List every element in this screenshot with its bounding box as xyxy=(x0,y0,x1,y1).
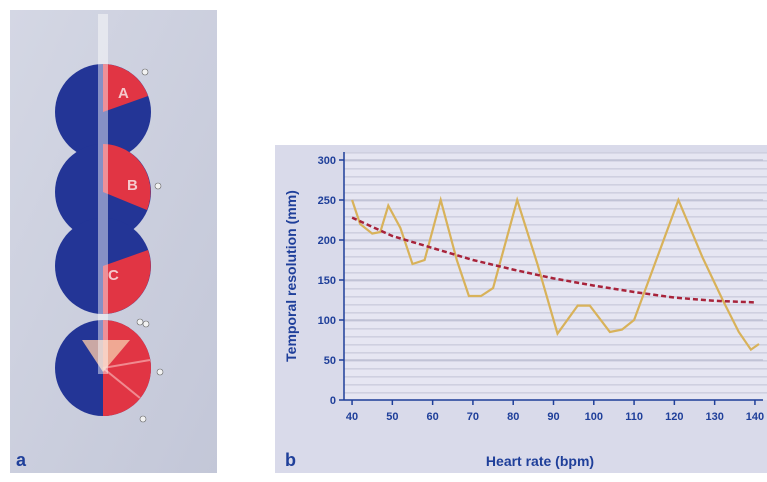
y-tick-label: 100 xyxy=(318,315,336,327)
plot-area xyxy=(344,152,767,400)
y-tick-label: 300 xyxy=(318,155,336,167)
panel-b: b Heart rate (bpm) Temporal resolution (… xyxy=(275,145,767,473)
disc-combined xyxy=(55,320,151,416)
time-axis-bar xyxy=(98,14,108,374)
x-tick-label: 70 xyxy=(467,411,479,423)
x-axis-title: Heart rate (bpm) xyxy=(486,453,594,469)
x-tick-label: 100 xyxy=(585,411,603,423)
disc-c: C xyxy=(55,218,151,314)
disc-a: A xyxy=(55,64,151,160)
x-tick-label: 120 xyxy=(665,411,683,423)
x-tick-label: 130 xyxy=(705,411,723,423)
trend-line xyxy=(351,216,755,304)
x-tick-label: 60 xyxy=(427,411,439,423)
segment-label: C xyxy=(108,267,119,284)
x-tick-label: 80 xyxy=(507,411,519,423)
y-tick-label: 0 xyxy=(330,395,336,407)
y-tick-label: 200 xyxy=(318,235,336,247)
segment-label: B xyxy=(127,177,138,194)
x-tick-label: 50 xyxy=(386,411,398,423)
y-axis-title: Temporal resolution (mm) xyxy=(283,190,299,362)
x-tick-label: 90 xyxy=(547,411,559,423)
x-tick-label: 40 xyxy=(346,411,358,423)
segment-label: A xyxy=(118,85,129,102)
y-tick-label: 150 xyxy=(318,275,336,287)
x-tick-label: 110 xyxy=(625,411,643,423)
x-tick-label: 140 xyxy=(746,411,764,423)
panel-a: A B C a xyxy=(10,10,217,473)
panel-label: a xyxy=(16,450,27,470)
y-tick-label: 50 xyxy=(324,355,336,367)
disc-b: B xyxy=(55,144,151,240)
panel-label: b xyxy=(285,450,296,470)
y-tick-label: 250 xyxy=(318,195,336,207)
data-line xyxy=(351,195,760,352)
